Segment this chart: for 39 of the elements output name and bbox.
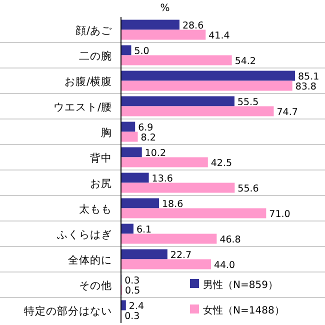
y-tick-label: お尻 xyxy=(90,178,112,190)
legend-label: 女性（N=1488） xyxy=(203,304,284,316)
data-label: 0.5 xyxy=(125,285,140,296)
y-tick-label: 二の腕 xyxy=(79,49,112,62)
data-label: 6.9 xyxy=(138,122,154,134)
data-label: 55.6 xyxy=(238,183,259,194)
data-label: 10.2 xyxy=(144,148,166,159)
data-label: 85.1 xyxy=(298,71,320,82)
y-tick-label: お腹/横腹 xyxy=(64,74,112,88)
data-label: 22.7 xyxy=(170,250,192,261)
data-label: 5.0 xyxy=(134,46,150,57)
y-tick-label: ふくらはぎ xyxy=(56,228,112,241)
y-tick-label: 全体的に xyxy=(68,254,112,266)
y-tick-label: 胸 xyxy=(101,126,112,139)
data-label: 28.6 xyxy=(182,20,204,32)
data-label: 44.0 xyxy=(214,260,236,271)
x-axis-title: % xyxy=(160,3,170,14)
data-label: 0.3 xyxy=(124,275,140,286)
y-tick-label: 太もも xyxy=(79,202,112,216)
data-label: 6.1 xyxy=(136,224,152,236)
data-label: 42.5 xyxy=(210,158,232,169)
data-label: 74.7 xyxy=(276,106,298,118)
data-label: 54.2 xyxy=(234,56,256,67)
y-tick-label: 特定の部分はない xyxy=(24,304,112,318)
data-label: 71.0 xyxy=(269,208,290,220)
data-label: 0.3 xyxy=(124,310,140,322)
y-tick-label: 背中 xyxy=(90,151,112,164)
data-label: 41.4 xyxy=(208,30,230,42)
data-label: 55.5 xyxy=(237,96,259,108)
data-label: 83.8 xyxy=(295,81,316,92)
legend-label: 男性（N=859） xyxy=(203,279,278,291)
y-tick-label: ウエスト/腰 xyxy=(53,101,112,114)
data-label: 18.6 xyxy=(162,198,184,210)
data-label: 8.2 xyxy=(140,132,156,144)
data-label: 46.8 xyxy=(220,234,241,246)
data-label: 13.6 xyxy=(152,173,173,184)
y-tick-label: 顔/あご xyxy=(75,24,113,37)
y-tick-label: その他 xyxy=(79,280,112,292)
data-label: 2.4 xyxy=(128,300,144,312)
